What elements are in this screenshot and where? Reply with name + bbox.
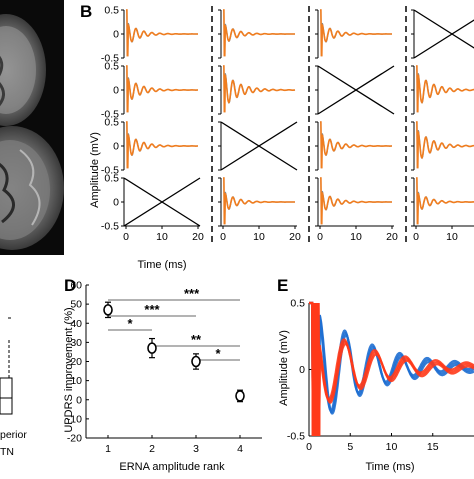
panel-b-ytick-label: 0.5 <box>104 173 119 185</box>
panel-d-ytick-label: 30 <box>70 337 82 349</box>
panel-b-empty-cross <box>413 9 474 49</box>
panel-b-ytick-label: -0.5 <box>101 221 119 233</box>
panel-b-ytick-label: 0 <box>113 197 119 209</box>
panel-d-significance-label: ** <box>191 332 202 347</box>
panel-b-trace-orange <box>320 121 392 169</box>
panel-e-ytick-label: 0.5 <box>290 298 305 310</box>
panel-d-data-point <box>191 355 201 368</box>
panel-b-ytick-label: 0 <box>113 85 119 97</box>
panel-e-chart: 0.50-0.50 5 10 15 <box>287 298 474 453</box>
panel-b-trace-grid: 0.50-0.50.50-0.50.50-0.50.50-0.50 10 20 0 10… <box>101 5 474 244</box>
panel-b-xtick-label: 20 <box>192 231 204 243</box>
panel-d-ytick-label: 10 <box>70 375 82 387</box>
panel-d-xtick-label: 3 <box>193 443 199 455</box>
panel-b-ytick-label: -0.5 <box>101 165 119 177</box>
panel-e-xtick-label: 10 <box>386 441 398 453</box>
panel-b-xtick-label: 20 <box>386 231 398 243</box>
panel-e-traces <box>309 301 474 437</box>
panel-c-label-2: TN <box>0 446 14 458</box>
panel-e-series-line <box>309 301 474 437</box>
panel-d-ytick-label: 0 <box>76 394 82 406</box>
panel-b-ytick-label: 0 <box>113 29 119 41</box>
panel-b-xtick-label: 0 <box>220 231 226 243</box>
panel-b-xtick-label: 10 <box>350 231 362 243</box>
panel-b-trace-gray <box>126 65 198 113</box>
panel-d-ytick-label: 20 <box>70 356 82 368</box>
panel-d-significance-label: * <box>127 316 133 331</box>
panel-d-xlabel: ERNA amplitude rank <box>119 461 225 473</box>
panel-b-xtick-label: 10 <box>253 231 265 243</box>
panel-d-xtick-label: 2 <box>149 443 155 455</box>
panel-b-ytick-label: 0.5 <box>104 5 119 17</box>
panel-e-xlabel: Time (ms) <box>365 461 414 473</box>
panel-e-series-line <box>309 301 474 418</box>
panel-b-empty-cross <box>123 177 201 227</box>
panel-c-boxplot-remnant: perior TN <box>0 317 27 458</box>
panel-d-significance-label: * <box>215 346 221 361</box>
panel-e-letter: E <box>277 276 288 295</box>
panel-d-significance-label: *** <box>144 302 160 317</box>
panel-b-xtick-label: 0 <box>123 231 129 243</box>
panel-b-ytick-label: -0.5 <box>101 53 119 65</box>
panel-e-ytick-label: 0 <box>299 364 305 376</box>
panel-b-trace-orange <box>416 65 474 113</box>
panel-b-ytick-label: 0.5 <box>104 61 119 73</box>
panel-b-trace-gray <box>320 121 392 169</box>
panel-b-trace-orange <box>320 177 392 225</box>
panel-b-trace-orange <box>223 9 295 57</box>
panel-b-trace-orange <box>126 9 198 57</box>
panel-b-trace-gray <box>126 121 198 169</box>
panel-b-xlabel: Time (ms) <box>137 259 186 271</box>
panel-d-xtick-label: 1 <box>105 443 111 455</box>
panel-e-ytick-label: -0.5 <box>287 431 305 443</box>
panel-d-ytick-label: -20 <box>67 433 82 445</box>
panel-b-trace-orange <box>416 177 474 225</box>
panel-a-mri-image <box>0 0 64 255</box>
panel-b-trace-orange <box>320 9 392 57</box>
panel-b-ylabel: Amplitude (mV) <box>89 132 101 208</box>
panel-b-xtick-label: 20 <box>289 231 301 243</box>
panel-c-label-1: perior <box>0 429 27 441</box>
panel-b-ytick-label: 0 <box>113 141 119 153</box>
panel-d-data-point <box>103 304 113 316</box>
panel-b-trace-orange <box>223 177 295 225</box>
panel-d-significance-label: *** <box>184 286 200 301</box>
panel-b-trace-orange <box>416 121 474 169</box>
panel-b-xtick-label: 10 <box>446 231 458 243</box>
panel-b-ytick-label: 0.5 <box>104 117 119 129</box>
panel-b-empty-cross <box>220 121 298 171</box>
panel-d-data-point <box>235 390 245 402</box>
panel-d-ytick-label: -10 <box>67 413 82 425</box>
panel-b-xtick-label: 0 <box>413 231 419 243</box>
panel-b-ytick-label: -0.5 <box>101 109 119 121</box>
panel-e-ylabel: Amplitude (mV) <box>278 330 290 406</box>
panel-d-ytick-label: 50 <box>70 299 82 311</box>
panel-b-xtick-label: 10 <box>156 231 168 243</box>
panel-b-trace-orange <box>126 65 198 113</box>
panel-d-ytick-label: 40 <box>70 318 82 330</box>
panel-d-letter: D <box>64 276 76 295</box>
panel-b-empty-cross <box>317 65 395 115</box>
panel-b-trace-orange <box>223 65 295 113</box>
panel-b-trace-orange <box>126 121 198 169</box>
panel-d-data-point <box>147 342 157 354</box>
panel-b-xtick-label: 0 <box>317 231 323 243</box>
panel-d-xtick-label: 4 <box>237 443 243 455</box>
panel-e-xtick-label: 5 <box>347 441 353 453</box>
panel-e-xtick-label: 0 <box>306 441 312 453</box>
panel-d-ytick-label: 60 <box>70 280 82 292</box>
panel-d-ylabel: UPDRS improvement (%) <box>63 307 75 432</box>
panel-b-empty-cross <box>413 19 474 59</box>
panel-e-xtick-label: 15 <box>427 441 439 453</box>
panel-b-letter: B <box>80 2 92 21</box>
